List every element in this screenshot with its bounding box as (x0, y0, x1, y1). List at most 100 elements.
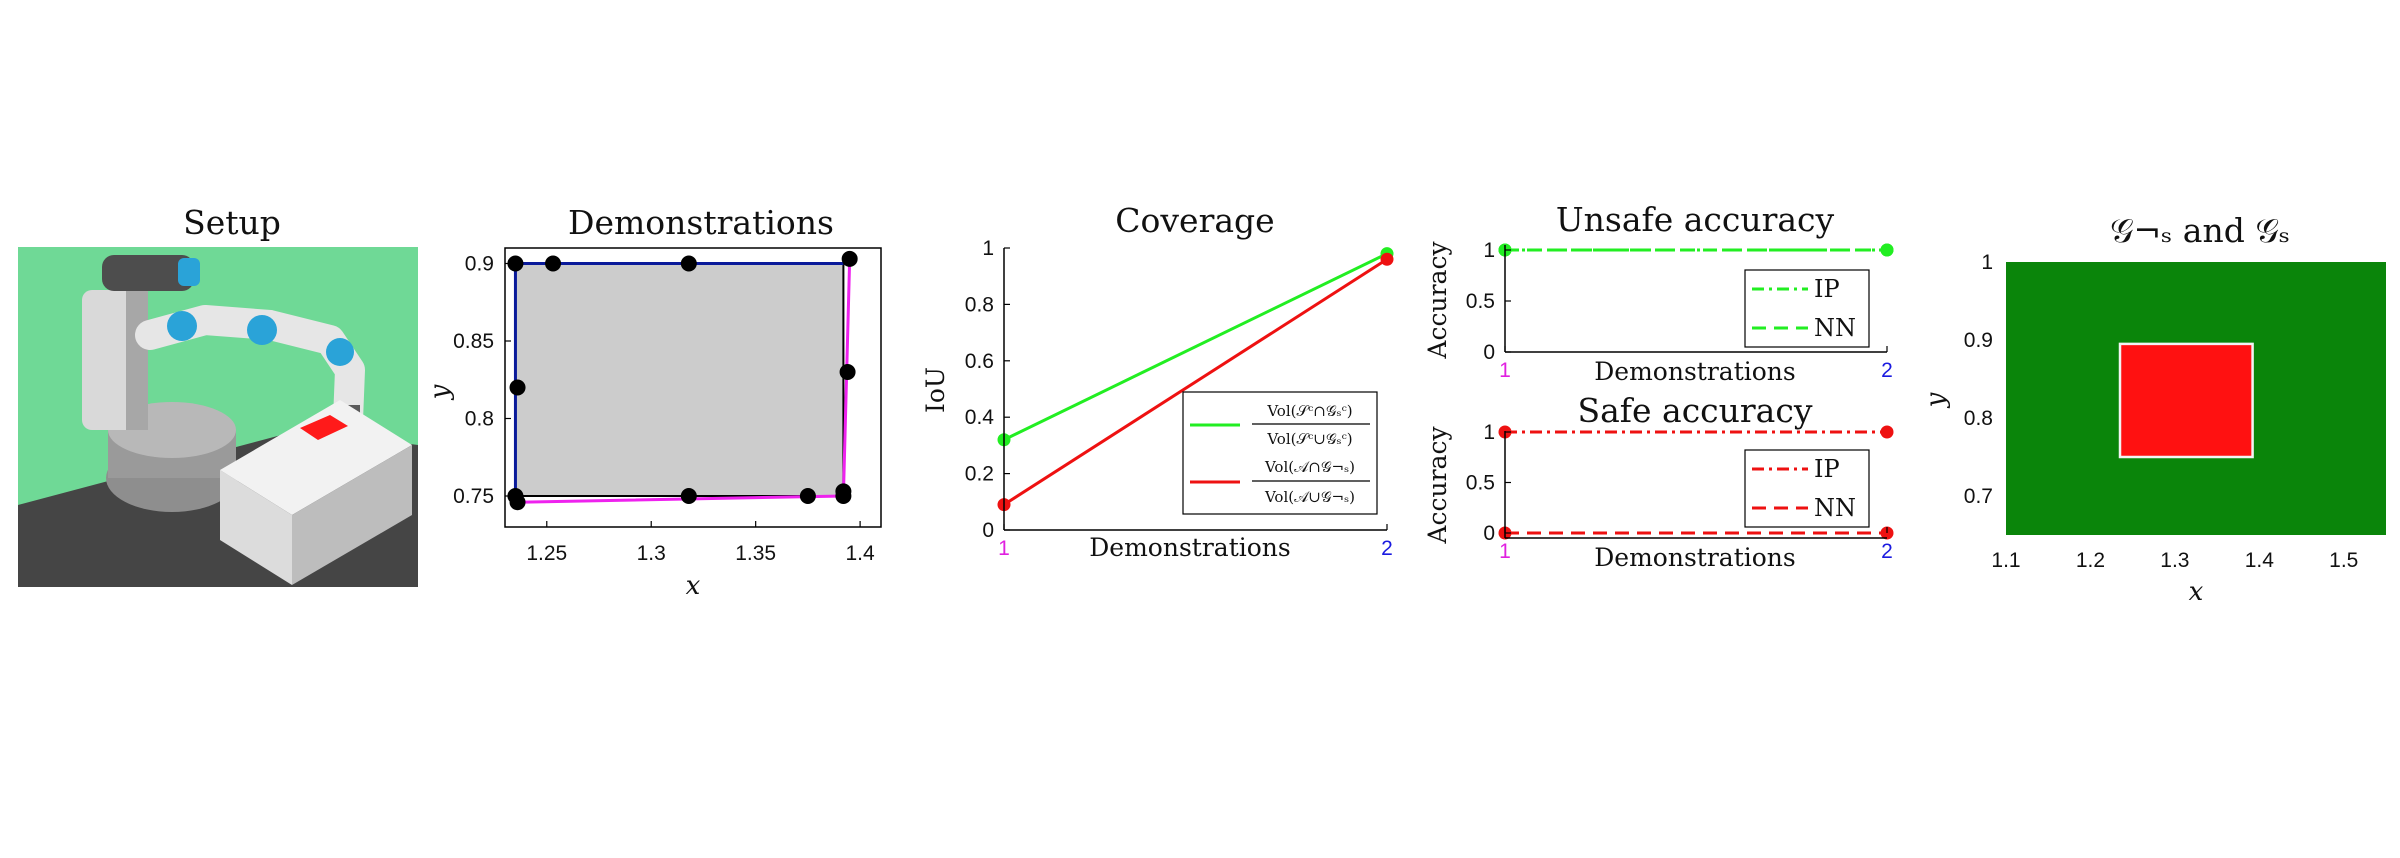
safe-ylabel: Accuracy (1423, 426, 1452, 545)
regions-xlabel: x (2189, 577, 2204, 607)
unsafe-legend: IP NN (1744, 269, 1870, 348)
safe-xtick-label: 2 (1881, 540, 1893, 563)
safe-y-ticks: 00.51 (1466, 421, 1511, 545)
demonstrations-y-ticks: 0.75 0.8 0.85 0.9 (453, 253, 511, 508)
demo-point (799, 488, 816, 504)
regions-xtick-label: 1.4 (2245, 549, 2275, 572)
demo-point (507, 255, 524, 272)
uns-xtick-label: 2 (1881, 359, 1893, 382)
unsafe-legend-box (1744, 269, 1870, 348)
unsafe-xlabel: Demonstrations (1594, 357, 1795, 386)
cov-ytick-label: 0.8 (965, 293, 994, 316)
table-target (300, 415, 348, 440)
demo-xtick-label: 1.25 (526, 542, 567, 565)
table-top (220, 400, 412, 515)
robot-joint-1 (167, 311, 197, 341)
regions-ytick-label: 1 (1981, 251, 1993, 274)
demo-point (509, 494, 526, 511)
demo-point (545, 255, 562, 272)
uns-ytick-label: 1 (1483, 239, 1495, 262)
demonstrations-ylabel: y (425, 384, 455, 400)
demonstrations-panel: Demonstrations 1.25 1.3 1.35 1.4 0.75 0.8 0.8… (425, 203, 882, 601)
demo-ytick-label: 0.8 (465, 408, 494, 431)
regions-ylabel: y (1921, 392, 1951, 408)
regions-ytick-label: 0.9 (1964, 329, 1993, 352)
robot-torso-side (126, 290, 148, 430)
demo-point (680, 488, 697, 504)
cov-series-0-line (1003, 252, 1388, 442)
regions-xtick-label: 1.5 (2329, 549, 2358, 572)
unsafe-legend-ip: IP (1814, 275, 1840, 303)
cov-ytick-label: 0.4 (965, 406, 995, 429)
demo-xtick-label: 1.4 (846, 542, 876, 565)
demo-point (839, 364, 856, 380)
cov-ytick-label: 0.6 (965, 350, 994, 373)
regions-x-ticks: 1.1 1.2 1.3 1.4 1.5 (1991, 549, 2358, 572)
setup-title: Setup (183, 203, 281, 242)
cov-xtick-label: 1 (998, 537, 1010, 560)
demo-point (680, 255, 697, 272)
regions-title: 𝒢¬ₛ and 𝒢ₛ (2110, 211, 2290, 250)
coverage-xlabel: Demonstrations (1089, 533, 1290, 562)
demo-point (835, 483, 852, 500)
coverage-ylabel: IoU (921, 367, 950, 413)
safe-lines (1505, 430, 1887, 535)
safe-legend-nn: NN (1814, 494, 1856, 522)
regions-y-ticks: 0.7 0.8 0.9 1 (1964, 251, 1993, 508)
demo-point (841, 250, 858, 267)
safe-legend: IP NN (1744, 449, 1870, 528)
demonstrations-xlabel: x (686, 571, 701, 601)
demo-point (509, 379, 526, 396)
safe-xtick-label: 1 (1499, 540, 1511, 563)
robot-joint-3 (326, 338, 354, 366)
safe-accuracy-title: Safe accuracy (1578, 391, 1813, 430)
regions-ytick-label: 0.7 (1964, 485, 1993, 508)
cov-series-1-point (1380, 252, 1394, 266)
safe-series-0-point (1880, 425, 1894, 439)
cov-series-1-line (1003, 258, 1388, 506)
coverage-y-ticks: 0 0.2 0.4 0.6 0.8 1 (965, 237, 1010, 542)
uns-series-1-point (1880, 243, 1894, 257)
regions-ytick-label: 0.8 (1964, 407, 1993, 430)
demo-ytick-label: 0.85 (453, 330, 494, 353)
demo-xtick-label: 1.35 (735, 542, 776, 565)
safe-ytick-label: 0 (1483, 522, 1495, 545)
coverage-legend-green-den: Vol(𝒮ᶜ∪𝒢ₛᶜ) (1266, 430, 1352, 448)
uns-ytick-label: 0 (1483, 341, 1495, 364)
uns-ytick-label: 0.5 (1466, 290, 1495, 313)
coverage-legend-green-num: Vol(𝒮ᶜ∩𝒢ₛᶜ) (1266, 402, 1352, 420)
coverage-legend-red-num: Vol(𝒜∩𝒢¬ₛ) (1264, 458, 1355, 476)
coverage-legend-red-den: Vol(𝒜∪𝒢¬ₛ) (1264, 488, 1355, 506)
coverage-legend: Vol(𝒮ᶜ∩𝒢ₛᶜ) Vol(𝒮ᶜ∪𝒢ₛᶜ) Vol(𝒜∩𝒢¬ₛ) Vol(𝒜… (1182, 391, 1378, 515)
unsafe-legend-nn: NN (1814, 314, 1856, 342)
unsafe-accuracy-title: Unsafe accuracy (1556, 200, 1835, 239)
cov-ytick-label: 0 (982, 519, 994, 542)
unsafe-region-box (2118, 342, 2254, 459)
regions-xtick-label: 1.1 (1991, 549, 2020, 572)
table-front (220, 470, 292, 585)
safe-ytick-label: 0.5 (1466, 472, 1495, 495)
demo-ytick-label: 0.9 (465, 253, 494, 276)
unsafe-ylabel: Accuracy (1423, 241, 1452, 360)
regions-panel: 𝒢¬ₛ and 𝒢ₛ 1.1 1.2 1.3 1.4 1.5 0.70.80.91 x … (1921, 211, 2386, 607)
robot-head-camera (178, 258, 200, 286)
regions-xtick-label: 1.2 (2076, 549, 2105, 572)
uns-xtick-label: 1 (1499, 359, 1511, 382)
demonstration-points (507, 250, 858, 511)
coverage-title: Coverage (1115, 201, 1274, 240)
demonstrations-x-ticks: 1.25 1.3 1.35 1.4 (526, 521, 875, 565)
demo-ytick-label: 0.75 (453, 485, 494, 508)
cov-ytick-label: 0.2 (965, 463, 994, 486)
regions-xtick-label: 1.3 (2160, 549, 2189, 572)
safe-xlabel: Demonstrations (1594, 543, 1795, 572)
feasible-region (514, 262, 845, 497)
cov-ytick-label: 1 (982, 237, 994, 260)
robot-head (102, 255, 194, 291)
cov-xtick-label: 2 (1381, 537, 1393, 560)
